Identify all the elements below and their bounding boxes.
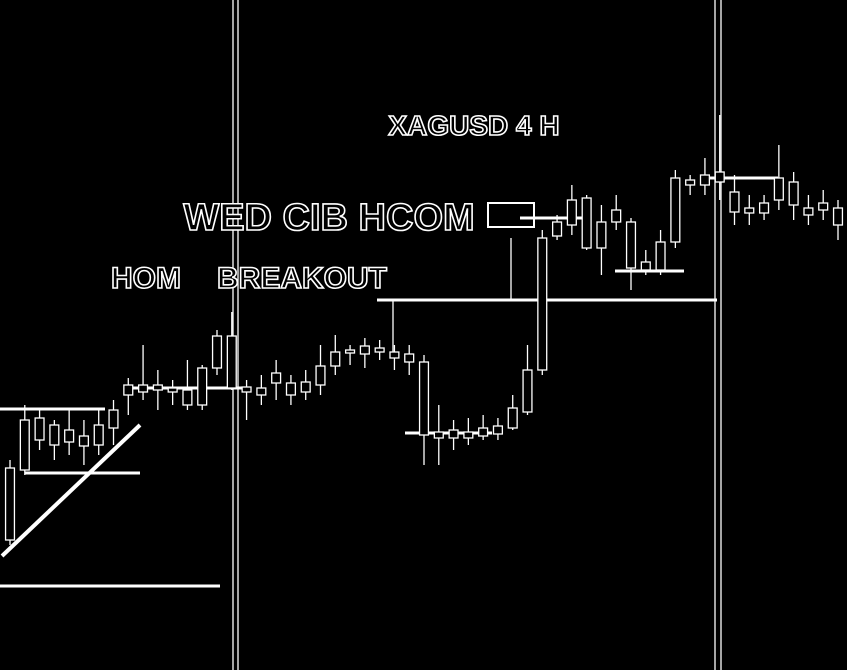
candle-body xyxy=(758,202,770,214)
candle-body xyxy=(374,347,385,353)
candle-body xyxy=(818,202,829,211)
candle-body xyxy=(34,417,45,441)
candle-body xyxy=(418,361,430,436)
candle-body xyxy=(566,199,577,226)
candle-body xyxy=(19,419,30,471)
candle-body xyxy=(685,179,696,186)
candle-body xyxy=(64,429,75,443)
candle-body xyxy=(197,367,208,406)
candle-body xyxy=(433,431,444,439)
candle-body xyxy=(226,335,237,389)
candle-body xyxy=(537,237,548,371)
annotation: WED CIB HCOM xyxy=(183,197,474,239)
candle-body xyxy=(596,221,607,249)
trend-line xyxy=(0,423,142,558)
candle-body xyxy=(315,365,326,386)
candle-body xyxy=(167,387,178,393)
candle-body xyxy=(271,372,282,384)
candle-body xyxy=(93,424,104,446)
candle-body xyxy=(137,384,149,393)
drawings xyxy=(0,0,778,670)
candle-body xyxy=(773,177,784,201)
candle-body xyxy=(478,427,489,437)
chart-title: XAGUSD 4 H xyxy=(388,110,559,141)
candle-body xyxy=(463,431,474,439)
candle-body xyxy=(182,389,193,406)
candle-body xyxy=(699,174,711,186)
candle-body xyxy=(655,241,666,271)
candle-body xyxy=(788,181,799,206)
candle-body xyxy=(285,382,297,396)
candle-body xyxy=(714,171,725,183)
candle-body xyxy=(344,349,356,354)
candle-body xyxy=(389,351,400,359)
candle-body xyxy=(492,425,504,435)
candle-body xyxy=(581,197,592,249)
candle-body xyxy=(448,429,459,439)
candle-body xyxy=(152,384,163,391)
candle-body xyxy=(404,353,415,363)
candle-body xyxy=(78,435,90,447)
annotation: BREAKOUT xyxy=(217,262,387,295)
candle-body xyxy=(4,467,16,541)
candle-body xyxy=(522,369,533,413)
range-box xyxy=(487,202,535,228)
candle-body xyxy=(108,409,119,429)
candle-body xyxy=(49,424,60,446)
candle-body xyxy=(729,191,740,213)
candle-body xyxy=(640,261,651,271)
candle-body xyxy=(330,351,341,367)
candle-body xyxy=(744,207,755,214)
candle-body xyxy=(123,384,134,396)
candle-body xyxy=(625,221,637,269)
candle-body xyxy=(670,177,681,243)
candle-body xyxy=(359,345,370,355)
candle-body xyxy=(300,381,311,393)
candle-body xyxy=(611,209,622,223)
candle-body xyxy=(832,207,844,226)
candle-body xyxy=(803,207,814,216)
candle-body xyxy=(256,387,267,396)
candle-body xyxy=(241,386,252,393)
annotation: HOM xyxy=(111,262,181,295)
candle-body xyxy=(507,407,518,429)
candle-body xyxy=(551,221,563,237)
candle-body xyxy=(211,335,223,369)
